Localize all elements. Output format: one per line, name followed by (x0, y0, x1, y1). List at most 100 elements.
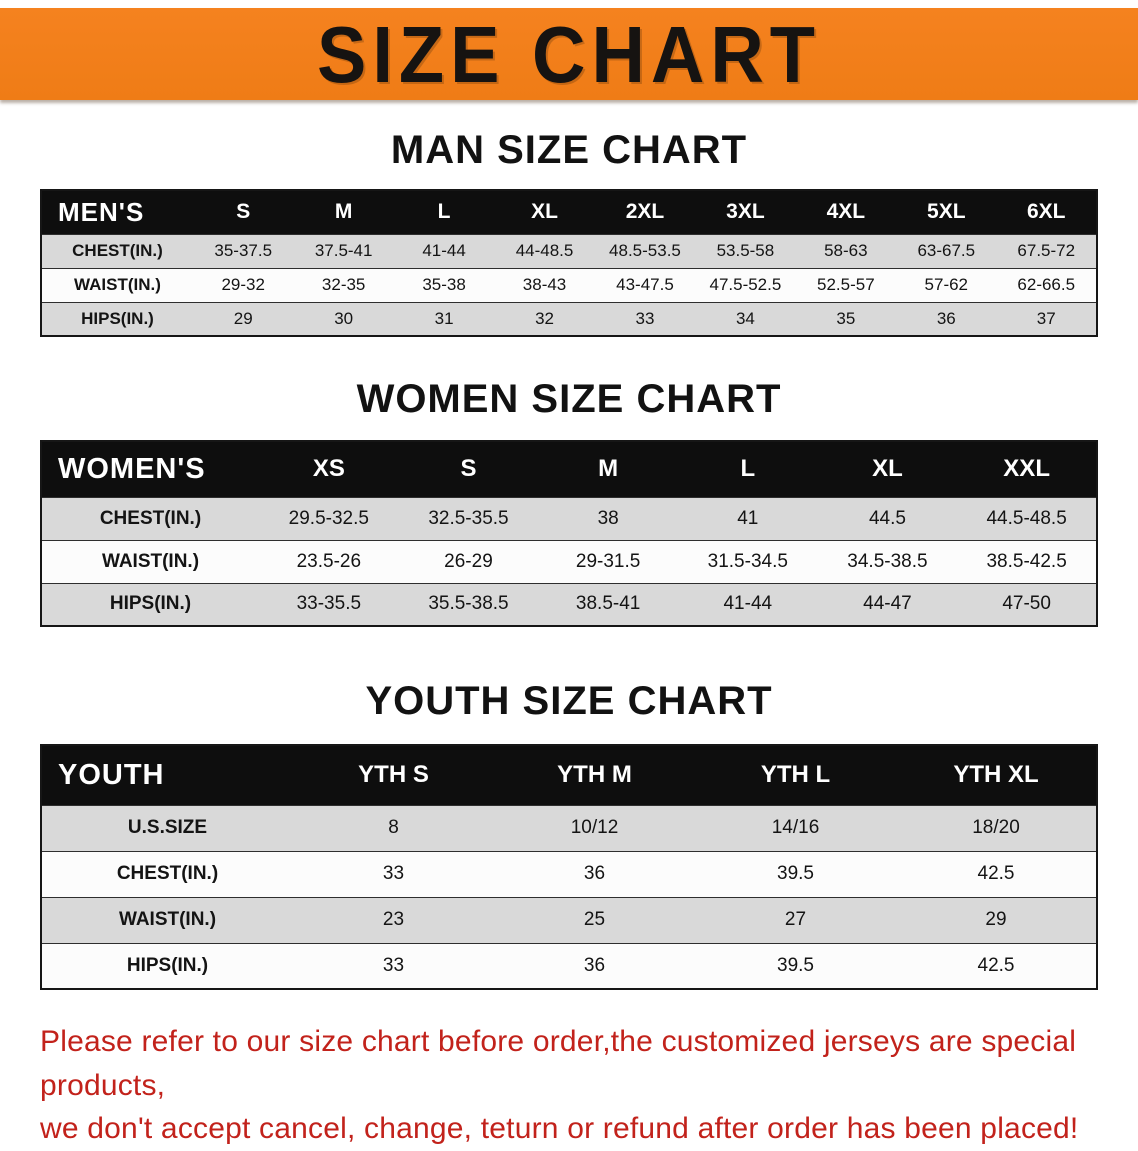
row-label: WAIST(IN.) (41, 267, 193, 302)
table-row: U.S.SIZE 8 10/12 14/16 18/20 (41, 804, 1097, 851)
footer-line-2: we don't accept cancel, change, teturn o… (40, 1112, 1079, 1145)
size-value-cell: 34 (695, 301, 796, 336)
table-row: WAIST(IN.) 29-32 32-35 35-38 38-43 43-47.5 47.… (41, 267, 1097, 302)
table-header-row: YOUTH YTH S YTH M YTH L YTH XL (41, 745, 1097, 805)
size-column-header: XL (494, 190, 595, 234)
size-value-cell: 37 (996, 301, 1097, 336)
size-value-cell: 25 (494, 896, 695, 943)
size-value-cell: 31.5-34.5 (677, 539, 818, 583)
size-value-cell: 38 (538, 496, 678, 540)
size-column-header: XXL (957, 441, 1097, 497)
table-row: CHEST(IN.) 33 36 39.5 42.5 (41, 850, 1097, 897)
size-value-cell: 39.5 (695, 850, 896, 897)
size-column-header: YTH XL (896, 745, 1097, 805)
table-header-row: WOMEN'S XS S M L XL XXL (41, 441, 1097, 497)
size-value-cell: 48.5-53.5 (594, 233, 696, 268)
women-section-title: WOMEN SIZE CHART (356, 377, 782, 421)
row-label: HIPS(IN.) (41, 582, 259, 626)
table-corner-label: YOUTH (41, 745, 293, 805)
row-label: WAIST(IN.) (41, 896, 293, 943)
size-value-cell: 43-47.5 (594, 267, 696, 302)
row-label: HIPS(IN.) (41, 942, 293, 989)
size-column-header: YTH M (494, 745, 695, 805)
table-row: HIPS(IN.) 33 36 39.5 42.5 (41, 942, 1097, 989)
size-value-cell: 44-47 (817, 582, 958, 626)
size-value-cell: 38.5-42.5 (957, 539, 1097, 583)
size-value-cell: 29 (896, 896, 1097, 943)
size-column-header: 5XL (896, 190, 997, 234)
size-column-header: 4XL (795, 190, 897, 234)
size-column-header: M (538, 441, 678, 497)
banner: SIZE CHART (0, 8, 1138, 100)
size-value-cell: 32-35 (293, 267, 394, 302)
size-value-cell: 38-43 (494, 267, 595, 302)
size-column-header: YTH L (695, 745, 896, 805)
size-value-cell: 35-37.5 (193, 233, 294, 268)
size-value-cell: 29 (193, 301, 294, 336)
table-header-row: MEN'S S M L XL 2XL 3XL 4XL 5XL 6XL (41, 190, 1097, 234)
size-column-header: S (193, 190, 294, 234)
size-value-cell: 33-35.5 (259, 582, 399, 626)
size-value-cell: 27 (695, 896, 896, 943)
row-label: WAIST(IN.) (41, 539, 259, 583)
youth-section-title: YOUTH SIZE CHART (365, 679, 773, 723)
size-column-header: L (677, 441, 818, 497)
table-row: CHEST(IN.) 29.5-32.5 32.5-35.5 38 41 44.5 44.5… (41, 496, 1097, 540)
size-value-cell: 31 (393, 301, 495, 336)
size-value-cell: 29.5-32.5 (259, 496, 399, 540)
size-value-cell: 57-62 (896, 267, 997, 302)
table-row: HIPS(IN.) 33-35.5 35.5-38.5 38.5-41 41-44 44-… (41, 582, 1097, 626)
size-column-header: 3XL (695, 190, 796, 234)
footer-line-1: Please refer to our size chart before or… (40, 1025, 1077, 1102)
row-label: CHEST(IN.) (41, 496, 259, 540)
size-value-cell: 53.5-58 (695, 233, 796, 268)
size-value-cell: 44-48.5 (494, 233, 595, 268)
size-value-cell: 67.5-72 (996, 233, 1097, 268)
women-size-table: WOMEN'S XS S M L XL XXL CHEST(IN.) 29.5-32.5 32.5… (40, 440, 1098, 627)
row-label: U.S.SIZE (41, 804, 293, 851)
size-value-cell: 41 (677, 496, 818, 540)
size-value-cell: 23.5-26 (259, 539, 399, 583)
size-value-cell: 33 (293, 942, 494, 989)
size-value-cell: 32 (494, 301, 595, 336)
size-value-cell: 47-50 (957, 582, 1097, 626)
size-value-cell: 36 (494, 942, 695, 989)
table-row: WAIST(IN.) 23.5-26 26-29 29-31.5 31.5-34.5 34… (41, 539, 1097, 583)
size-value-cell: 35-38 (393, 267, 495, 302)
row-label: CHEST(IN.) (41, 850, 293, 897)
page-title: SIZE CHART (317, 9, 821, 99)
size-value-cell: 41-44 (393, 233, 495, 268)
size-column-header: L (393, 190, 495, 234)
size-value-cell: 44.5 (817, 496, 958, 540)
size-value-cell: 29-32 (193, 267, 294, 302)
size-chart-page: SIZE CHART MAN SIZE CHART MEN'S S M L XL 2XL 3… (0, 8, 1138, 1145)
size-column-header: 2XL (594, 190, 696, 234)
size-value-cell: 32.5-35.5 (398, 496, 539, 540)
table-corner-label: MEN'S (41, 190, 193, 234)
size-value-cell: 37.5-41 (293, 233, 394, 268)
size-column-header: M (293, 190, 394, 234)
row-label: HIPS(IN.) (41, 301, 193, 336)
size-column-header: 6XL (996, 190, 1097, 234)
size-value-cell: 44.5-48.5 (957, 496, 1097, 540)
size-value-cell: 29-31.5 (538, 539, 678, 583)
size-value-cell: 14/16 (695, 804, 896, 851)
size-value-cell: 35.5-38.5 (398, 582, 539, 626)
table-row: CHEST(IN.) 35-37.5 37.5-41 41-44 44-48.5 48.5… (41, 233, 1097, 268)
size-value-cell: 34.5-38.5 (817, 539, 958, 583)
size-value-cell: 47.5-52.5 (695, 267, 796, 302)
table-corner-label: WOMEN'S (41, 441, 259, 497)
size-value-cell: 10/12 (494, 804, 695, 851)
size-value-cell: 42.5 (896, 850, 1097, 897)
youth-size-table: YOUTH YTH S YTH M YTH L YTH XL U.S.SIZE 8 10/12… (40, 744, 1098, 990)
size-value-cell: 62-66.5 (996, 267, 1097, 302)
size-value-cell: 33 (293, 850, 494, 897)
size-column-header: S (398, 441, 539, 497)
size-value-cell: 35 (795, 301, 897, 336)
size-value-cell: 26-29 (398, 539, 539, 583)
size-value-cell: 63-67.5 (896, 233, 997, 268)
size-value-cell: 36 (896, 301, 997, 336)
size-column-header: YTH S (293, 745, 494, 805)
size-value-cell: 38.5-41 (538, 582, 678, 626)
size-value-cell: 42.5 (896, 942, 1097, 989)
